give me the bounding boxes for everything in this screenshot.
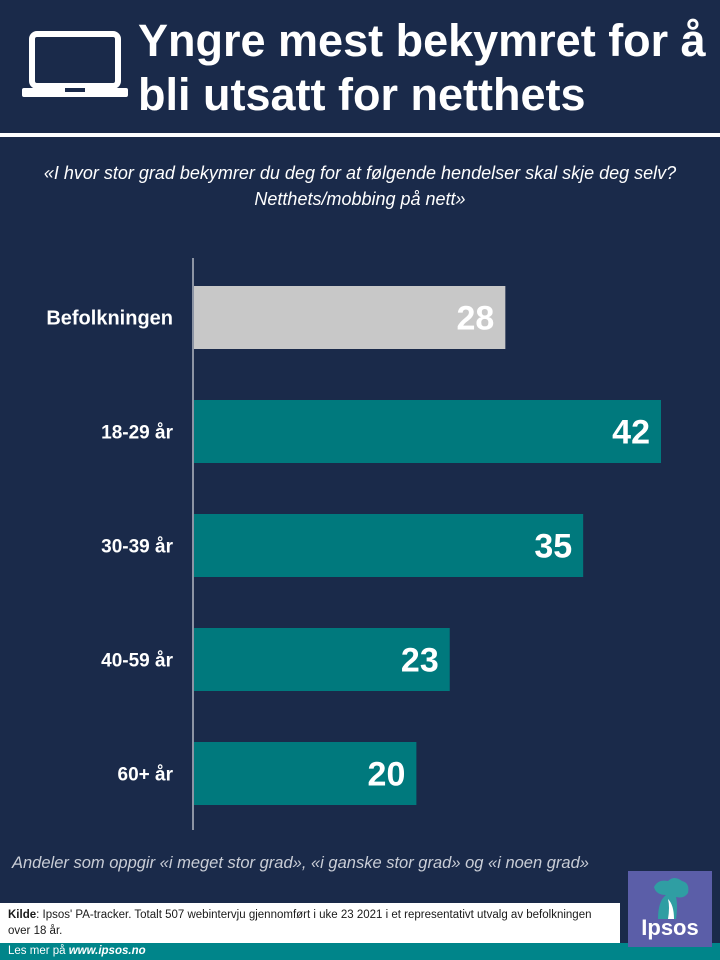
ipsos-logo: Ipsos: [628, 871, 712, 947]
value-label: 42: [612, 414, 650, 452]
category-label: 60+ år: [118, 765, 174, 786]
source-label: Kilde: [8, 909, 37, 921]
chart-subtitle: «I hvor stor grad bekymrer du deg for at…: [43, 163, 677, 209]
value-label: 20: [368, 756, 406, 794]
category-label: 18-29 år: [101, 423, 173, 444]
footer-link[interactable]: www.ipsos.no: [68, 945, 146, 957]
source-note: Kilde: Ipsos' PA-tracker. Totalt 507 web…: [0, 903, 620, 943]
logo-tree-icon: [654, 878, 689, 919]
laptop-icon: [22, 31, 128, 97]
footer-bar: Les mer på www.ipsos.no: [0, 943, 720, 960]
bar-chart: Befolkningen 28 18-29 år 42 30-39 år 35 40-59 …: [46, 258, 661, 830]
bar-total: [194, 286, 506, 349]
value-label: 35: [534, 528, 572, 566]
logo-text: Ipsos: [641, 915, 699, 940]
category-label: Befolkningen: [46, 308, 173, 330]
value-label: 23: [401, 642, 439, 680]
source-text: : Ipsos' PA-tracker. Totalt 507 webinter…: [8, 909, 592, 937]
page-title: Yngre mest bekymret for å bli utsatt for…: [138, 15, 706, 120]
chart-note: Andeler som oppgir «i meget stor grad», …: [12, 854, 589, 872]
bar-age-1: [194, 400, 661, 463]
bar-age-3: [194, 628, 450, 691]
value-label: 28: [457, 300, 495, 338]
footer-prefix: Les mer på: [8, 945, 69, 957]
category-label: 40-59 år: [101, 651, 173, 672]
bar-age-2: [194, 514, 584, 577]
header: Yngre mest bekymret for å bli utsatt for…: [0, 0, 720, 137]
bar-age-4: [194, 742, 417, 805]
title-divider: [0, 133, 720, 137]
category-label: 30-39 år: [101, 537, 173, 558]
